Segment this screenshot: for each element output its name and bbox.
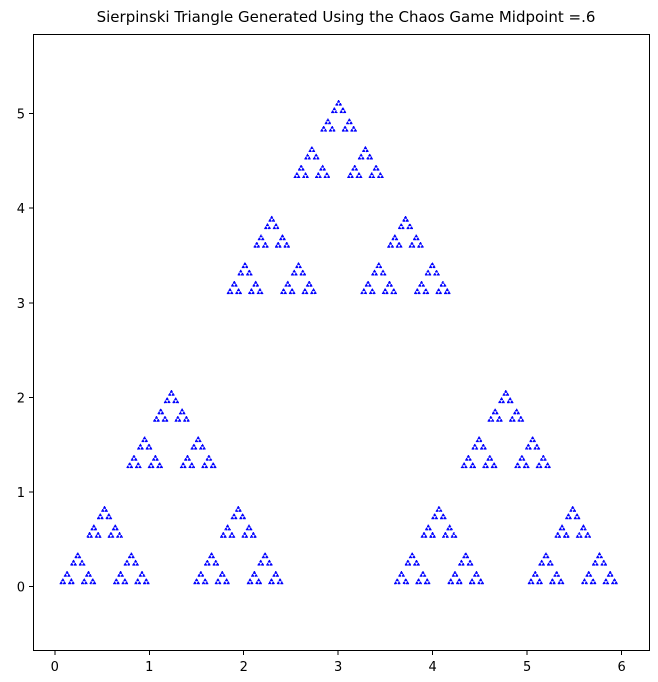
x-tick-label: 6: [617, 660, 625, 675]
x-tick-label: 1: [145, 660, 153, 675]
x-tick-label: 0: [51, 660, 59, 675]
y-axis: 0 1 2 3 4 5: [17, 108, 34, 596]
chart-title: Sierpinski Triangle Generated Using the …: [97, 8, 596, 26]
y-tick-label: 5: [17, 108, 25, 123]
x-tick-label: 4: [429, 660, 437, 675]
x-tick-label: 3: [334, 660, 342, 675]
scatter-points: [59, 99, 618, 585]
points-layer: [59, 99, 618, 585]
axes-frame: [33, 34, 650, 651]
x-tick-label: 2: [240, 660, 248, 675]
x-tick-label: 5: [523, 660, 531, 675]
x-axis: 0 1 2 3 4 5 6: [51, 650, 626, 675]
y-tick-label: 0: [17, 581, 25, 596]
y-tick-label: 2: [17, 391, 25, 406]
y-tick-label: 4: [17, 202, 25, 217]
y-tick-label: 3: [17, 297, 25, 312]
y-tick-label: 1: [17, 486, 25, 501]
